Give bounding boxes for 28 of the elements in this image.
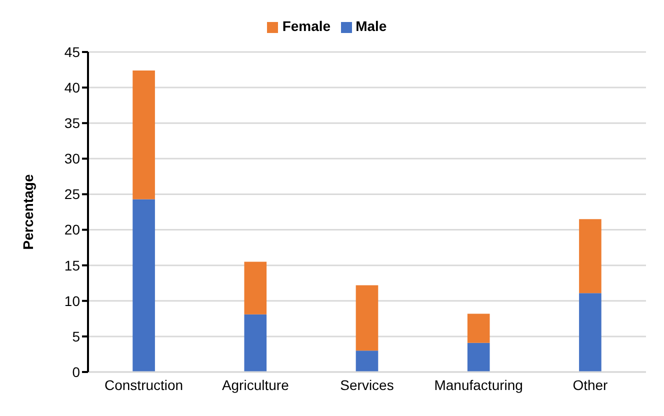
bar xyxy=(132,70,155,200)
y-tick-label: 20 xyxy=(64,222,80,238)
bar xyxy=(244,262,267,314)
y-tick-label: 30 xyxy=(64,150,80,167)
y-tick-label: 25 xyxy=(64,186,80,202)
bar xyxy=(467,314,490,343)
bar xyxy=(244,314,267,372)
x-tick-label: Manufacturing xyxy=(434,376,523,393)
x-tick-label: Construction xyxy=(104,376,184,393)
y-tick-label: 10 xyxy=(64,292,80,309)
bar xyxy=(356,350,378,372)
bar xyxy=(579,293,602,372)
bar xyxy=(356,285,378,351)
y-tick-label: 45 xyxy=(64,44,80,60)
legend-label: Male xyxy=(356,18,387,34)
y-tick-label: 40 xyxy=(64,80,80,96)
y-tick-label: 5 xyxy=(72,328,80,344)
x-tick-label: Other xyxy=(572,376,608,393)
x-tick-label: Services xyxy=(340,376,394,393)
legend-label: Female xyxy=(282,18,331,34)
y-tick-label: 15 xyxy=(64,257,80,274)
x-tick-label: Agriculture xyxy=(222,376,290,393)
y-tick-label: 35 xyxy=(64,115,80,132)
bar xyxy=(579,219,602,294)
bar xyxy=(132,199,155,372)
y-tick-label: 0 xyxy=(72,364,80,380)
y-axis-title: Percentage xyxy=(20,174,36,250)
bar xyxy=(467,342,490,372)
